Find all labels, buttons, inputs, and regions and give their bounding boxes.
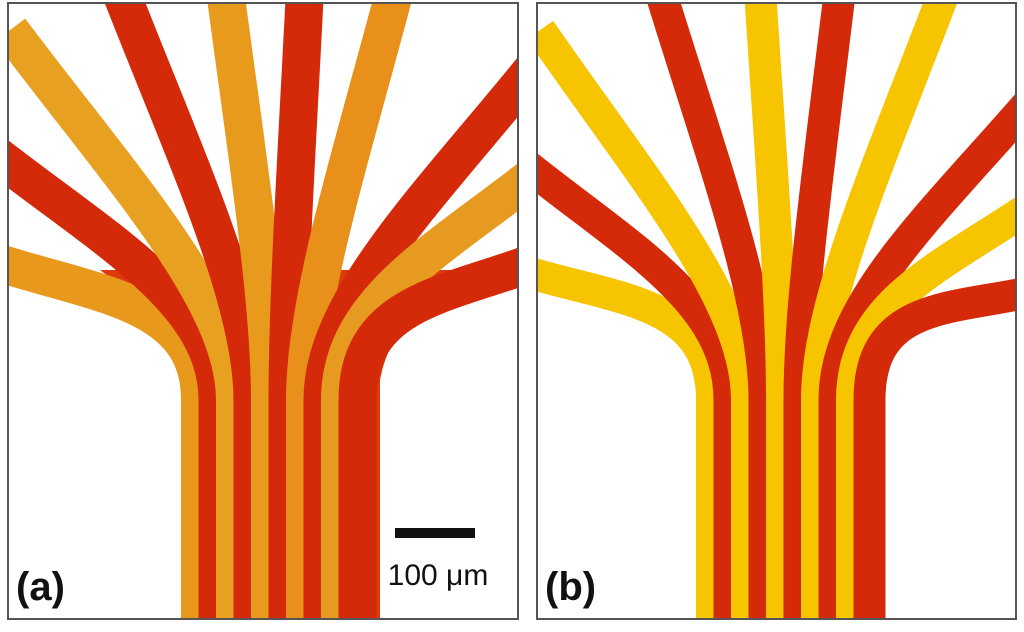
channel (836, 196, 1016, 619)
channel (537, 258, 728, 619)
panel-b-image (537, 3, 1016, 619)
panel-b-frame (536, 2, 1017, 620)
channel (647, 3, 781, 619)
channel (338, 247, 518, 619)
channel (853, 278, 1016, 619)
scale-bar-label: 100 μm (388, 559, 489, 592)
channel (818, 93, 1016, 619)
scale-bar (395, 528, 475, 538)
channel (783, 3, 855, 619)
panel-a-image (8, 3, 518, 619)
panel-a-frame (7, 2, 519, 620)
panel-label: (b) (545, 565, 596, 609)
channel (744, 3, 798, 619)
channel (537, 20, 763, 619)
channel (801, 3, 958, 619)
channel (286, 3, 412, 619)
channel (537, 153, 746, 619)
panel-label: (a) (16, 565, 65, 609)
